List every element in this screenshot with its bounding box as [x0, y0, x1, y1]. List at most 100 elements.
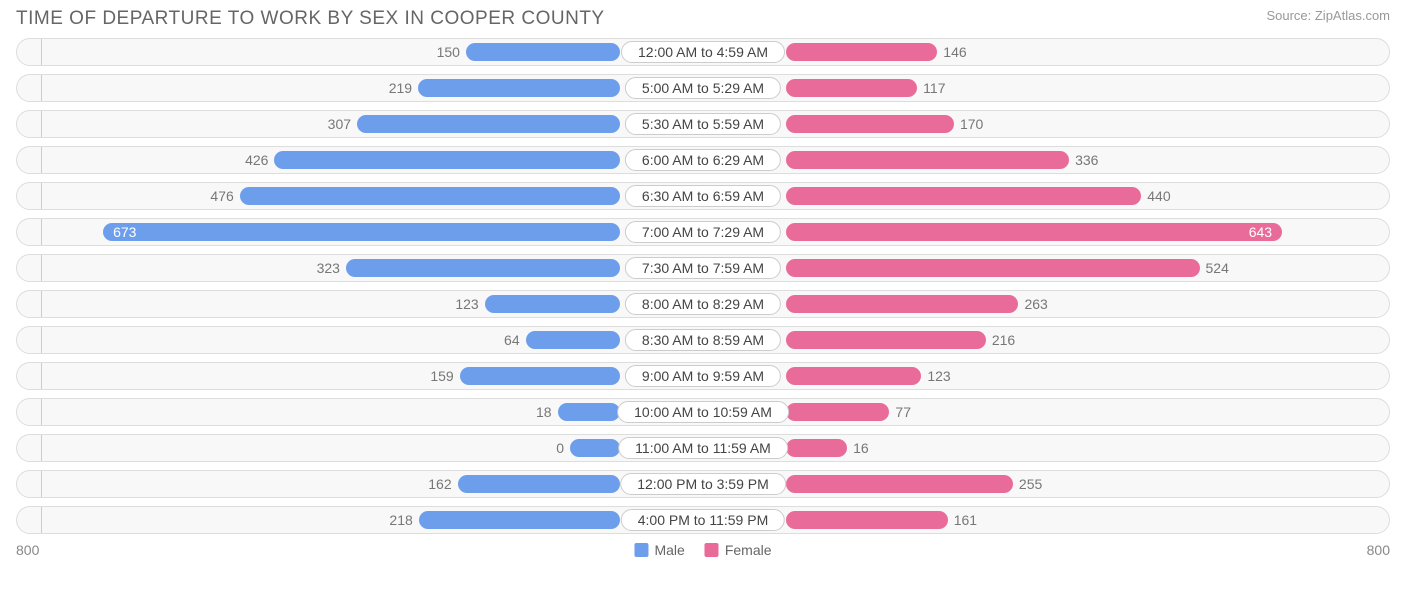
- bar-male: [570, 439, 620, 457]
- grid-line-left: [41, 507, 42, 533]
- grid-line-left: [41, 435, 42, 461]
- grid-line-left: [41, 291, 42, 317]
- row-label: 12:00 PM to 3:59 PM: [620, 473, 786, 495]
- grid-line-left: [41, 219, 42, 245]
- grid-line-left: [41, 39, 42, 65]
- value-male: 150: [437, 44, 460, 60]
- row-label: 8:00 AM to 8:29 AM: [625, 293, 781, 315]
- row-label: 6:30 AM to 6:59 AM: [625, 185, 781, 207]
- value-male: 476: [210, 188, 233, 204]
- grid-line-left: [41, 147, 42, 173]
- row-label: 6:00 AM to 6:29 AM: [625, 149, 781, 171]
- bar-male: [466, 43, 620, 61]
- value-male: 426: [245, 152, 268, 168]
- chart-row: 18 77 10:00 AM to 10:59 AM: [16, 398, 1390, 426]
- chart-legend: Male Female: [634, 542, 771, 558]
- value-female: 643: [1249, 224, 1272, 240]
- value-female: 216: [992, 332, 1015, 348]
- value-male: 159: [430, 368, 453, 384]
- value-female: 146: [943, 44, 966, 60]
- value-male: 307: [328, 116, 351, 132]
- chart-row: 123 263 8:00 AM to 8:29 AM: [16, 290, 1390, 318]
- bar-male: [526, 331, 620, 349]
- value-female: 16: [853, 440, 869, 456]
- bar-male: [458, 475, 620, 493]
- value-male: 673: [113, 224, 136, 240]
- chart-row: 673 643 7:00 AM to 7:29 AM: [16, 218, 1390, 246]
- value-female: 161: [954, 512, 977, 528]
- value-female: 117: [923, 80, 945, 96]
- bar-female: [786, 439, 847, 457]
- axis-max-right: 800: [1367, 542, 1390, 558]
- bar-female: [786, 43, 937, 61]
- row-label: 5:30 AM to 5:59 AM: [625, 113, 781, 135]
- row-label: 8:30 AM to 8:59 AM: [625, 329, 781, 351]
- grid-line-left: [41, 327, 42, 353]
- bar-female: [786, 511, 948, 529]
- row-label: 5:00 AM to 5:29 AM: [625, 77, 781, 99]
- value-male: 162: [428, 476, 451, 492]
- chart-row: 15014612:00 AM to 4:59 AM: [16, 38, 1390, 66]
- value-male: 123: [455, 296, 478, 312]
- bar-male: [418, 79, 620, 97]
- chart-area: 15014612:00 AM to 4:59 AM2191175:00 AM t…: [16, 38, 1390, 534]
- legend-label: Female: [725, 542, 772, 558]
- legend-item: Male: [634, 542, 684, 558]
- row-label: 10:00 AM to 10:59 AM: [617, 401, 789, 423]
- grid-line-left: [41, 183, 42, 209]
- chart-row: 307 170 5:30 AM to 5:59 AM: [16, 110, 1390, 138]
- chart-row: 218 161 4:00 PM to 11:59 PM: [16, 506, 1390, 534]
- grid-line-left: [41, 75, 42, 101]
- chart-row: 64 216 8:30 AM to 8:59 AM: [16, 326, 1390, 354]
- value-male: 64: [504, 332, 520, 348]
- value-male: 0: [556, 440, 564, 456]
- bar-male: [558, 403, 620, 421]
- row-label: 7:00 AM to 7:29 AM: [625, 221, 781, 243]
- bar-female: [786, 187, 1141, 205]
- bar-female: [786, 295, 1018, 313]
- row-label: 9:00 AM to 9:59 AM: [625, 365, 781, 387]
- grid-line-left: [41, 255, 42, 281]
- value-female: 440: [1147, 188, 1170, 204]
- chart-title: TIME OF DEPARTURE TO WORK BY SEX IN COOP…: [16, 8, 605, 30]
- value-female: 263: [1024, 296, 1047, 312]
- chart-source: Source: ZipAtlas.com: [1266, 8, 1390, 23]
- bar-female: [786, 259, 1200, 277]
- bar-male: [419, 511, 620, 529]
- bar-male: [103, 223, 620, 241]
- legend-item: Female: [705, 542, 772, 558]
- grid-line-left: [41, 111, 42, 137]
- grid-line-left: [41, 471, 42, 497]
- bar-male: [240, 187, 620, 205]
- value-male: 323: [317, 260, 340, 276]
- bar-female: [786, 331, 986, 349]
- value-female: 77: [895, 404, 911, 420]
- row-label: 4:00 PM to 11:59 PM: [621, 509, 785, 531]
- bar-female: [786, 475, 1013, 493]
- bar-male: [357, 115, 620, 133]
- bar-female: [786, 115, 954, 133]
- bar-male: [460, 367, 620, 385]
- value-female: 170: [960, 116, 983, 132]
- row-label: 11:00 AM to 11:59 AM: [618, 437, 788, 459]
- value-male: 219: [389, 80, 412, 96]
- axis-max-left: 800: [16, 542, 39, 558]
- value-female: 336: [1075, 152, 1098, 168]
- grid-line-left: [41, 399, 42, 425]
- chart-row: 16225512:00 PM to 3:59 PM: [16, 470, 1390, 498]
- legend-swatch: [705, 543, 719, 557]
- bar-female: [786, 223, 1282, 241]
- chart-row: 0 16 11:00 AM to 11:59 AM: [16, 434, 1390, 462]
- bar-male: [346, 259, 620, 277]
- grid-line-left: [41, 363, 42, 389]
- chart-row: 476 440 6:30 AM to 6:59 AM: [16, 182, 1390, 210]
- chart-row: 1591239:00 AM to 9:59 AM: [16, 362, 1390, 390]
- value-male: 218: [389, 512, 412, 528]
- value-female: 524: [1206, 260, 1229, 276]
- chart-row: 3235247:30 AM to 7:59 AM: [16, 254, 1390, 282]
- chart-header: TIME OF DEPARTURE TO WORK BY SEX IN COOP…: [16, 8, 1390, 30]
- legend-label: Male: [654, 542, 684, 558]
- value-male: 18: [536, 404, 552, 420]
- legend-swatch: [634, 543, 648, 557]
- chart-row: 426 336 6:00 AM to 6:29 AM: [16, 146, 1390, 174]
